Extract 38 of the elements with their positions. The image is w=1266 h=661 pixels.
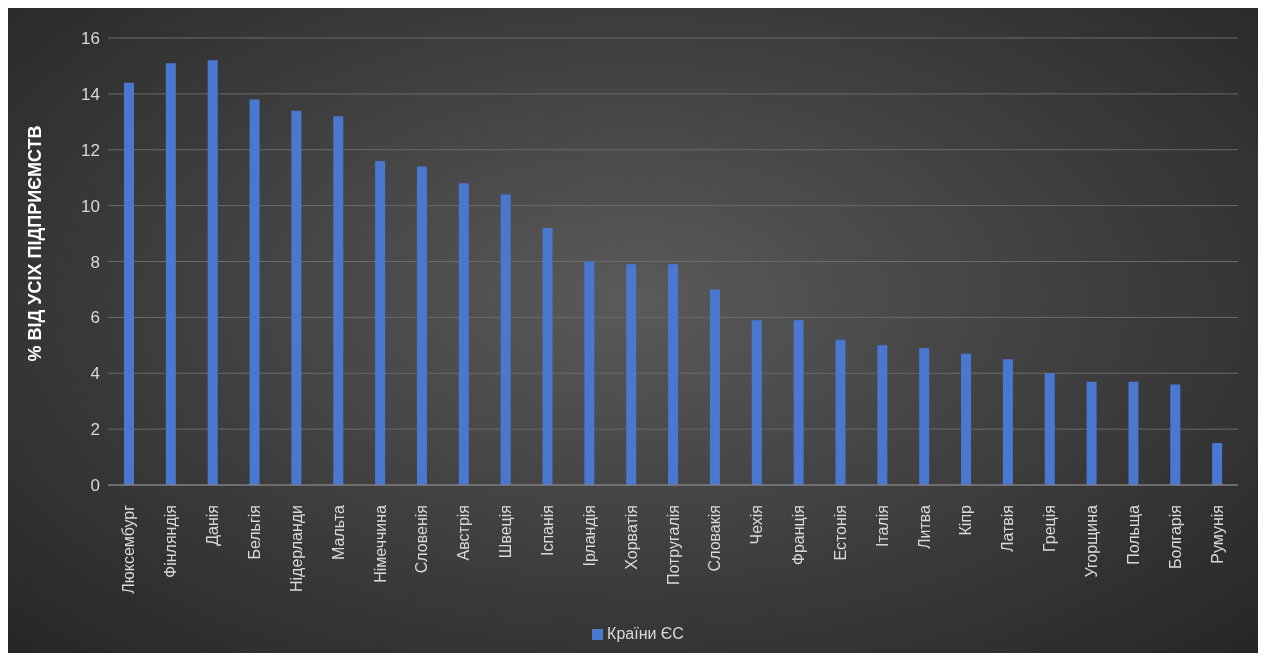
x-tick-label: Нідерланди xyxy=(287,505,305,593)
x-tick-label: Франція xyxy=(790,505,808,566)
x-tick-label: Австрія xyxy=(455,505,473,561)
x-tick-label: Ірландія xyxy=(580,505,598,567)
y-tick-label: 6 xyxy=(90,308,100,328)
y-tick-label: 0 xyxy=(90,476,100,496)
y-tick-label: 10 xyxy=(81,196,100,216)
x-tick-label: Потругалія xyxy=(664,505,682,586)
x-tick-label: Естонія xyxy=(831,505,849,561)
x-tick-label: Литва xyxy=(915,504,933,549)
x-tick-label: Болгарія xyxy=(1166,505,1184,569)
x-tick-label: Італія xyxy=(873,505,891,548)
x-tick-label: Словенія xyxy=(413,505,431,574)
x-tick-label: Мальта xyxy=(329,504,347,560)
x-tick-label: Чехія xyxy=(748,505,766,545)
x-tick-label: Данія xyxy=(204,505,222,546)
x-tick-label: Угорщина xyxy=(1083,504,1101,578)
x-tick-label: Латвія xyxy=(999,505,1017,553)
x-tick-label: Бельгія xyxy=(245,505,263,560)
x-tick-label: Хорватія xyxy=(622,505,640,570)
x-tick-label: Швеція xyxy=(497,505,515,559)
x-tick-label: Люксембург xyxy=(120,504,138,594)
legend-label: Країни ЄС xyxy=(607,625,684,642)
y-tick-label: 8 xyxy=(90,252,100,272)
x-tick-label: Польща xyxy=(1124,504,1142,565)
y-tick-label: 12 xyxy=(81,140,100,160)
y-axis-title: % ВІД УСІХ ПІДПРИЄМСТВ xyxy=(25,125,46,362)
y-tick-label: 16 xyxy=(81,29,100,49)
x-tick-label: Іспанія xyxy=(538,505,556,557)
y-tick-label: 14 xyxy=(81,84,100,104)
x-tick-label: Німеччина xyxy=(371,504,389,583)
y-tick-label: 2 xyxy=(90,420,100,440)
x-tick-label: Греція xyxy=(1041,505,1059,552)
x-tick-label: Словакія xyxy=(706,505,724,572)
x-tick-label: Кіпр xyxy=(957,504,975,536)
x-tick-label: Фінляндія xyxy=(162,505,180,578)
x-tick-label: Румунія xyxy=(1208,505,1226,564)
y-tick-label: 4 xyxy=(90,364,100,384)
